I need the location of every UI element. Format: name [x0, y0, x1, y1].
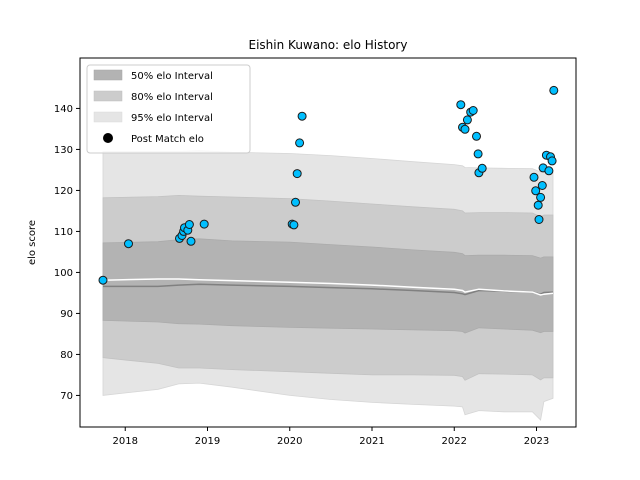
- plot-area: [98, 85, 559, 421]
- post-match-elo-point: [531, 186, 541, 196]
- y-tick-label: 130: [54, 145, 73, 156]
- y-tick-label: 80: [60, 350, 73, 361]
- post-match-elo-point: [460, 124, 470, 134]
- post-match-elo-point: [199, 219, 209, 229]
- legend-label-50: 50% elo Interval: [131, 71, 213, 82]
- plot-frame: [79, 57, 577, 428]
- post-match-elo-point: [124, 239, 133, 249]
- x-tick-label: 2021: [359, 436, 384, 447]
- y-tick-label: 70: [60, 391, 73, 402]
- legend-label-post-match: Post Match elo: [131, 134, 204, 145]
- post-match-elo-point: [295, 138, 305, 148]
- post-match-elo-point: [537, 181, 547, 190]
- x-tick-label: 2023: [524, 436, 549, 447]
- band-50-interval: [102, 238, 554, 334]
- post-match-elo-point: [477, 163, 487, 173]
- post-match-elo-point: [184, 220, 194, 229]
- x-tick-label: 2019: [195, 436, 220, 447]
- post-match-elo-point: [536, 192, 546, 202]
- post-match-elo-point: [98, 275, 108, 285]
- x-tick-label: 2020: [277, 436, 302, 447]
- post-match-elo-point: [462, 115, 472, 125]
- legend-swatch-80: [93, 90, 123, 102]
- y-tick-label: 100: [54, 268, 73, 279]
- post-match-elo-point: [547, 156, 557, 166]
- y-tick-label: 140: [54, 104, 73, 115]
- post-match-elo-point: [291, 197, 300, 207]
- legend-marker-post-match: [103, 133, 113, 143]
- legend-label-95: 95% elo Interval: [131, 113, 213, 124]
- post-match-elo-point: [544, 166, 554, 176]
- post-match-elo-point: [468, 106, 478, 115]
- post-match-elo-point: [186, 236, 196, 246]
- y-tick-label: 110: [54, 227, 73, 238]
- y-tick-label: 120: [54, 186, 73, 197]
- x-tick-label: 2018: [113, 436, 138, 447]
- legend-box: [86, 64, 251, 154]
- legend-label-80: 80% elo Interval: [131, 92, 213, 103]
- post-match-elo-point: [534, 215, 544, 224]
- x-tick-label: 2022: [442, 436, 467, 447]
- legend-swatch-95: [93, 111, 123, 123]
- x-axis: 2018 2019 2020 2021 2022 2023: [113, 427, 549, 447]
- y-axis: 70 80 90 100 110 120 130 140: [54, 104, 80, 402]
- post-match-elo-point: [529, 172, 539, 182]
- post-match-elo-point: [289, 220, 299, 230]
- post-match-elo-point: [472, 131, 481, 141]
- post-match-elo-point: [473, 149, 483, 159]
- post-match-elo-point: [533, 200, 543, 210]
- post-match-elo-point: [456, 100, 466, 110]
- post-match-elo-point: [549, 85, 559, 95]
- legend-swatch-50: [93, 69, 123, 81]
- chart-title: Eishin Kuwano: elo History: [249, 38, 408, 52]
- post-match-elo-point: [297, 111, 307, 121]
- post-match-elo-point: [292, 169, 302, 179]
- y-axis-title: elo score: [27, 220, 38, 265]
- estimate-elo-line: [102, 278, 554, 296]
- y-tick-label: 90: [60, 309, 73, 320]
- legend: 50% elo Interval 80% elo Interval 95% el…: [86, 64, 251, 154]
